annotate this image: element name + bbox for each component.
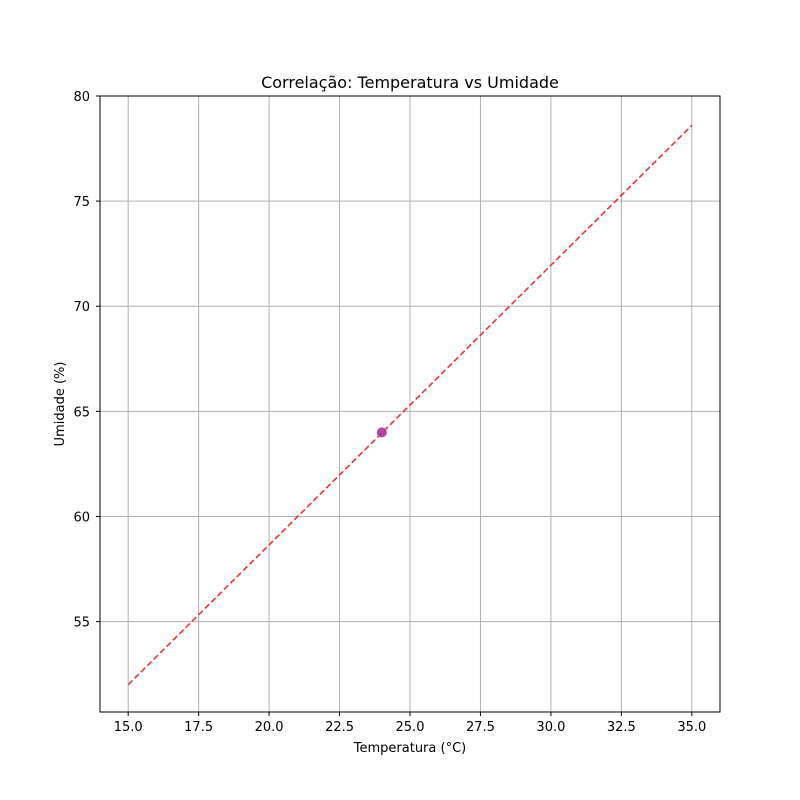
x-ticks: 15.0 17.5 20.0 22.5 25.0 27.5 30.0 32.5 35.0 — [114, 712, 706, 735]
x-tick-label: 27.5 — [466, 720, 495, 735]
x-tick-label: 35.0 — [677, 720, 706, 735]
x-tick-label: 30.0 — [536, 720, 565, 735]
x-tick-label: 25.0 — [396, 720, 425, 735]
y-tick-label: 75 — [73, 195, 90, 210]
x-tick-label: 32.5 — [607, 720, 636, 735]
y-axis-label: Umidade (%) — [53, 362, 68, 447]
chart-title: Correlação: Temperatura vs Umidade — [261, 73, 559, 92]
points-layer — [376, 427, 387, 438]
y-tick-label: 65 — [73, 405, 90, 420]
x-tick-label: 20.0 — [255, 720, 284, 735]
y-tick-label: 60 — [73, 510, 90, 525]
y-tick-label: 80 — [73, 90, 90, 105]
x-tick-label: 17.5 — [184, 720, 213, 735]
y-tick-label: 55 — [73, 616, 90, 631]
x-tick-label: 15.0 — [114, 720, 143, 735]
y-tick-label: 70 — [73, 300, 90, 315]
x-axis-label: Temperatura (°C) — [353, 741, 466, 756]
x-tick-label: 22.5 — [325, 720, 354, 735]
data-point — [376, 427, 387, 438]
trendline — [127, 124, 693, 686]
y-ticks: 55 60 65 70 75 80 — [73, 90, 100, 631]
trendline-layer — [127, 124, 693, 686]
